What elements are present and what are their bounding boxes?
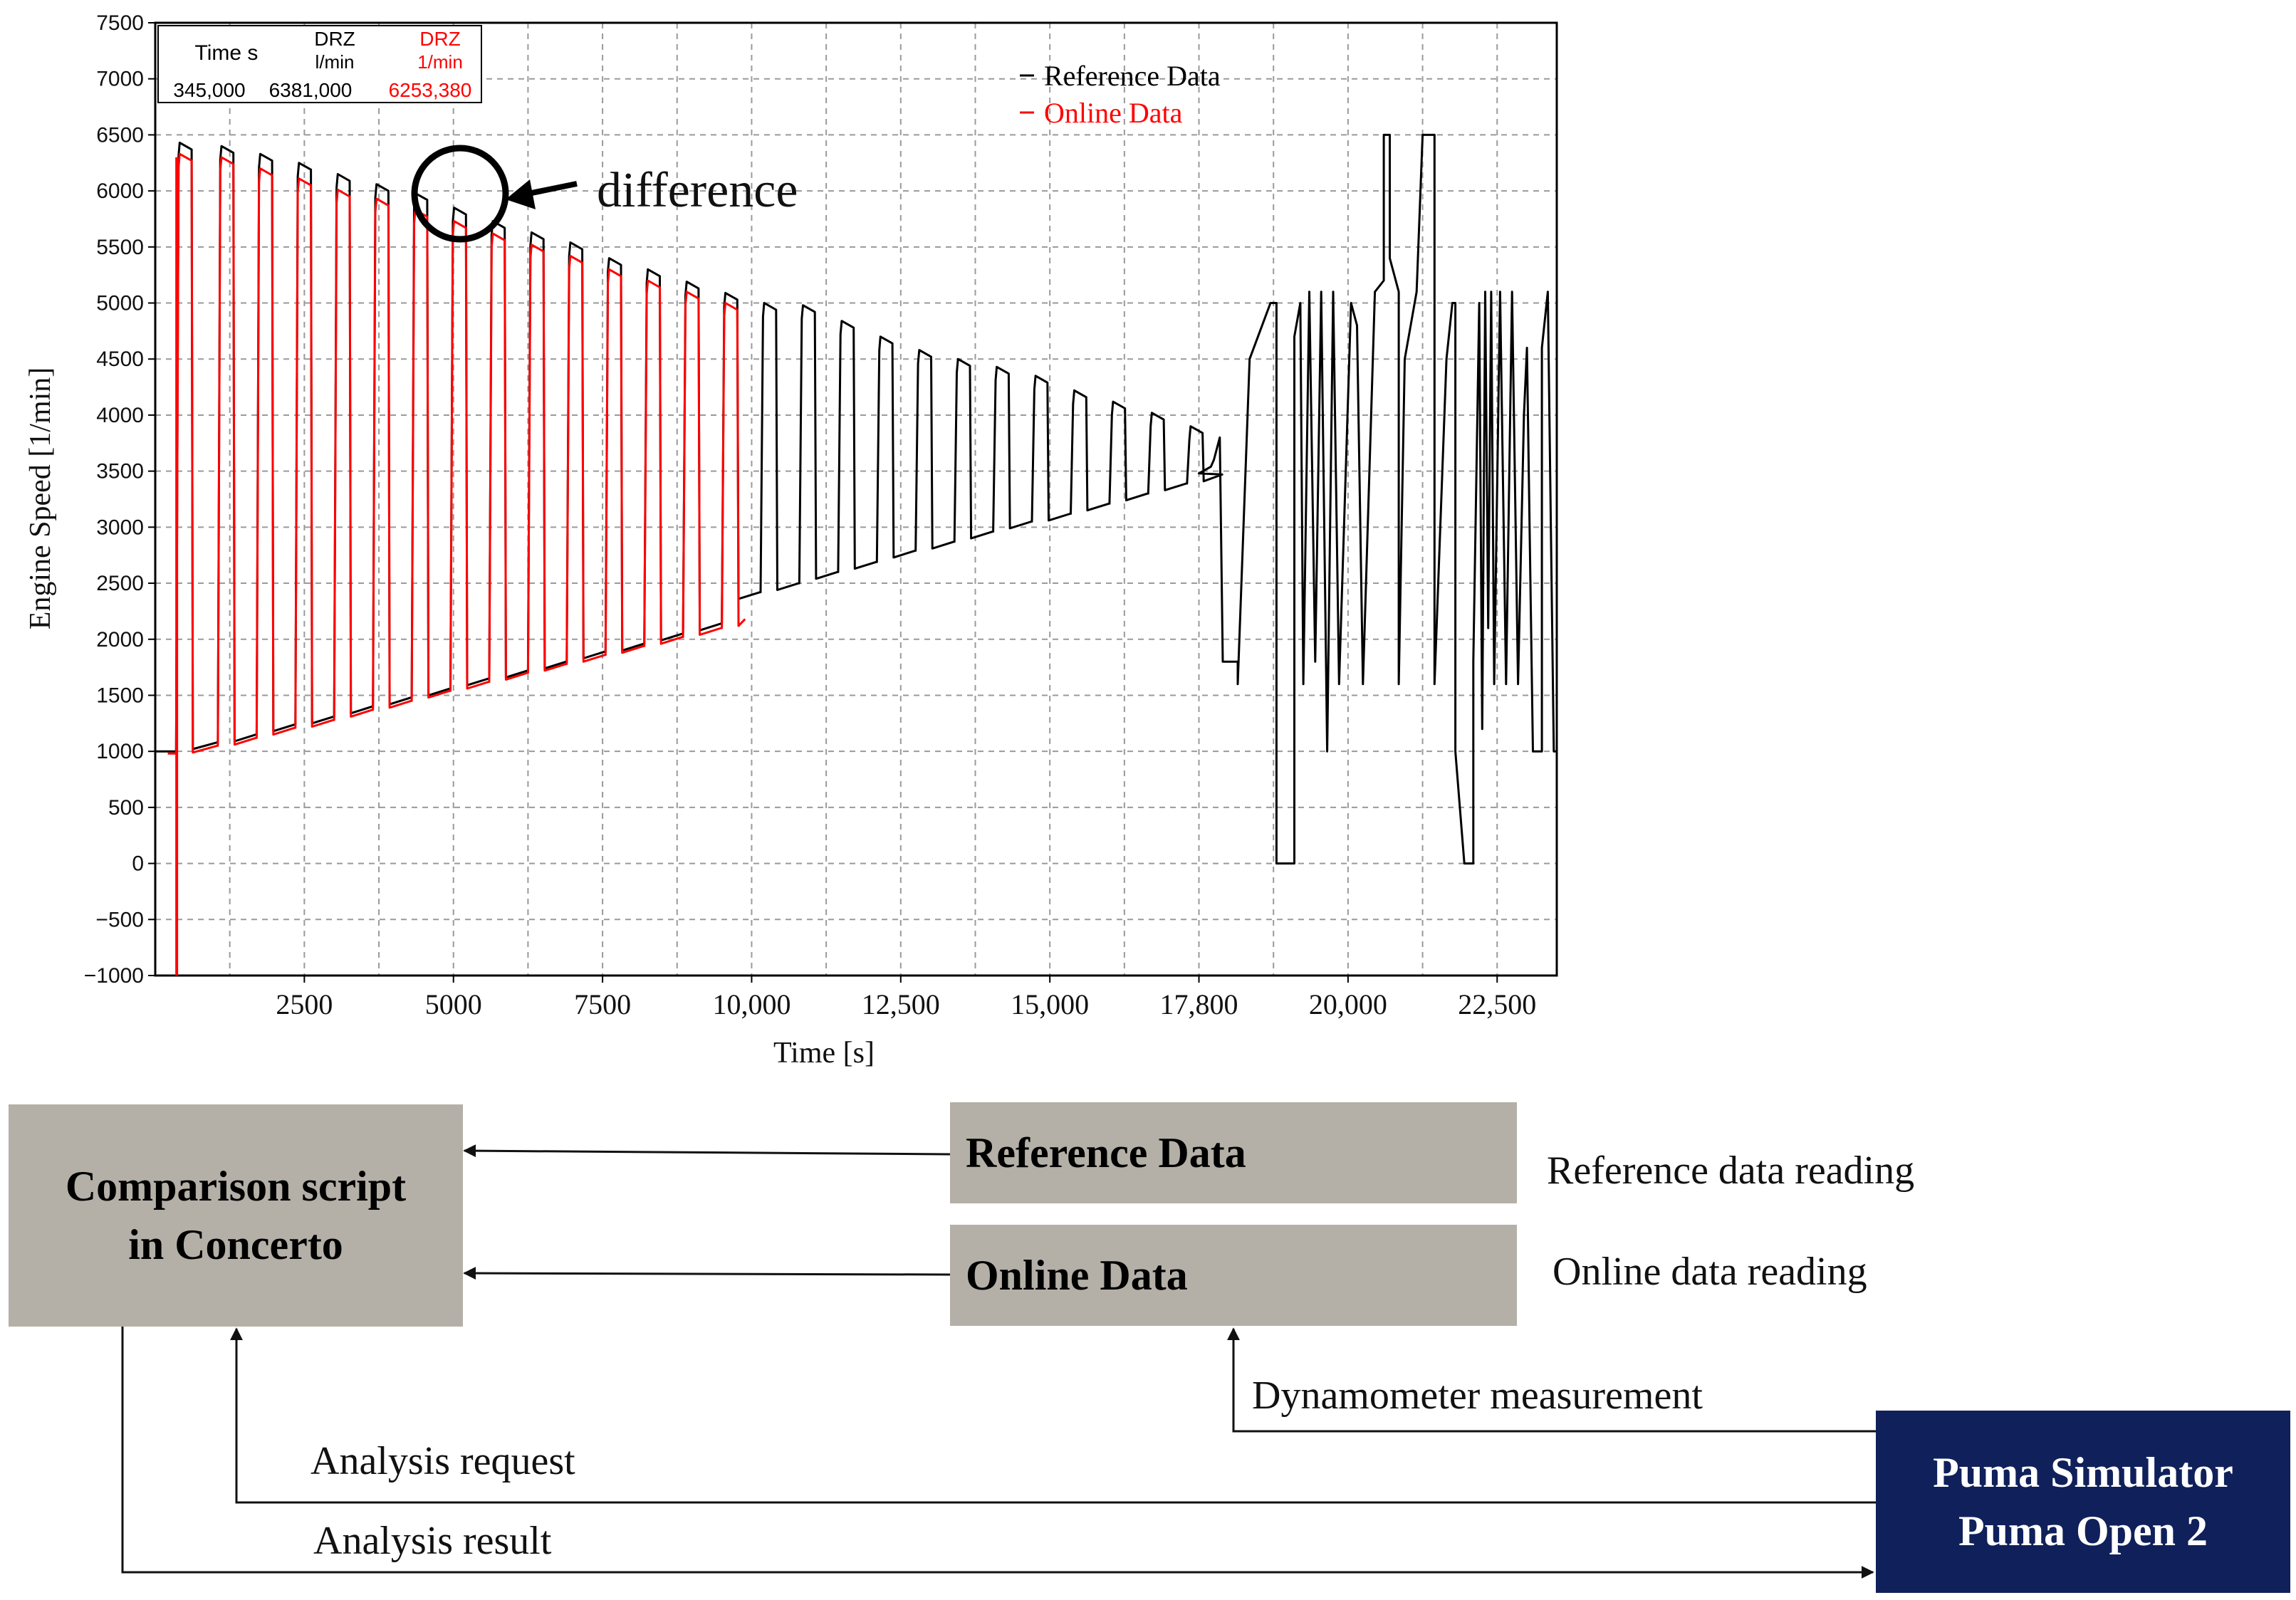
difference-circle <box>411 145 509 243</box>
y-tick-label: 5000 <box>96 292 144 315</box>
x-axis: 2500 5000 7500 10,000 12,500 15,000 17,800 20,0… <box>276 976 1536 1020</box>
reference-data-box: Reference Data <box>950 1102 1517 1203</box>
online-data-box-label: Online Data <box>966 1252 1188 1299</box>
dyno-measurement-label: Dynamometer measurement <box>1252 1374 1703 1418</box>
arrow-online-to-comparison <box>463 1267 951 1280</box>
puma-simulator-box: Puma Simulator Puma Open 2 <box>1876 1411 2290 1593</box>
x-tick-label: 5000 <box>425 988 482 1020</box>
y-axis: −1000 −500 0 500 1000 1500 2000 2500 3000 3500 400… <box>84 11 155 988</box>
series-line-1 <box>167 152 746 755</box>
readout-value-time: 345,000 <box>173 79 245 101</box>
y-tick-label: 6500 <box>96 123 144 147</box>
readout-header-ref: DRZ <box>314 28 355 50</box>
y-tick-label: −500 <box>95 908 144 931</box>
y-tick-label: 3000 <box>96 516 144 539</box>
difference-label: difference <box>597 163 798 218</box>
y-tick-label: 4500 <box>96 347 144 371</box>
analysis-result-label: Analysis result <box>313 1519 552 1563</box>
y-tick-label: 2500 <box>96 572 144 595</box>
readout-unit-online: 1/min <box>417 51 463 73</box>
chart-legend: Reference Data Online Data <box>1020 60 1221 129</box>
x-axis-label: Time [s] <box>773 1037 875 1070</box>
y-tick-label: 7000 <box>96 68 144 91</box>
y-tick-label: 3500 <box>96 460 144 483</box>
puma-box-line2: Puma Open 2 <box>1958 1507 2208 1554</box>
chart-series <box>155 133 1557 976</box>
analysis-request-label: Analysis request <box>311 1439 575 1483</box>
x-tick-label: 7500 <box>574 988 631 1020</box>
x-tick-label: 22,500 <box>1458 988 1536 1020</box>
comparison-box-line2: in Concerto <box>128 1221 343 1268</box>
y-axis-label: Engine Speed [1/min] <box>24 367 57 630</box>
engine-speed-chart: −1000 −500 0 500 1000 1500 2000 2500 3000 3500 400… <box>24 11 1558 1070</box>
y-tick-label: 4000 <box>96 404 144 427</box>
difference-annotation: difference <box>411 145 798 243</box>
readout-header-online: DRZ <box>419 28 461 50</box>
x-tick-label: 20,000 <box>1309 988 1387 1020</box>
plot-frame <box>154 21 1558 977</box>
y-tick-label: 1500 <box>96 684 144 707</box>
x-tick-label: 15,000 <box>1011 988 1089 1020</box>
cursor-readout: Time s DRZ l/min DRZ 1/min 345,000 6381,… <box>157 25 482 103</box>
chart-grid <box>155 22 1557 976</box>
y-tick-label: 7500 <box>96 11 144 35</box>
x-tick-label: 17,800 <box>1160 988 1238 1020</box>
online-data-box: Online Data <box>950 1225 1517 1326</box>
readout-value-ref: 6381,000 <box>269 79 353 101</box>
online-reading-label: Online data reading <box>1553 1250 1867 1294</box>
reference-reading-label: Reference data reading <box>1547 1149 1915 1193</box>
y-tick-label: 500 <box>108 796 144 820</box>
readout-unit-ref: l/min <box>315 51 355 73</box>
readout-value-online: 6253,380 <box>389 79 472 101</box>
difference-arrowhead <box>506 179 536 209</box>
y-tick-label: 1000 <box>96 740 144 763</box>
comparison-script-box: Comparison script in Concerto <box>9 1104 463 1327</box>
legend-online: Online Data <box>1044 97 1183 129</box>
y-tick-label: 5500 <box>96 236 144 259</box>
arrow-reference-to-comparison <box>463 1144 951 1158</box>
readout-header-time: Time s <box>195 41 259 65</box>
comparison-box-line1: Comparison script <box>65 1163 407 1210</box>
x-tick-label: 12,500 <box>862 988 940 1020</box>
series-line-0 <box>155 133 1557 865</box>
y-tick-label: 0 <box>132 852 144 876</box>
y-tick-label: 6000 <box>96 179 144 203</box>
reference-data-box-label: Reference Data <box>966 1129 1246 1176</box>
x-tick-label: 10,000 <box>712 988 790 1020</box>
y-tick-label: −1000 <box>84 964 144 988</box>
y-tick-label: 2000 <box>96 628 144 652</box>
x-tick-label: 2500 <box>276 988 333 1020</box>
legend-reference: Reference Data <box>1044 60 1221 92</box>
puma-box-line1: Puma Simulator <box>1933 1449 2233 1496</box>
